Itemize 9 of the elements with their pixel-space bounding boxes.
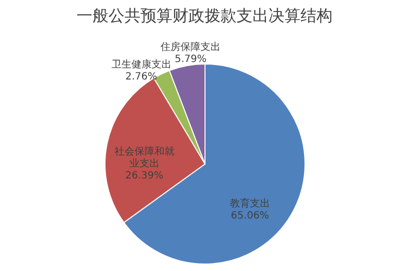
slice-label: 住房保障支出 — [160, 40, 221, 53]
data-label: 2.76% — [125, 72, 158, 83]
chart-title: 一般公共预算财政拨款支出决算结构 — [76, 6, 332, 25]
slice-label: 社会保障和就业支出 — [114, 145, 174, 170]
slice-label: 卫生健康支出 — [111, 58, 172, 71]
data-label: 65.06% — [230, 210, 270, 222]
slice-label: 教育支出 — [230, 198, 270, 210]
data-label: 5.79% — [174, 54, 207, 65]
data-label: 26.39% — [125, 170, 164, 182]
